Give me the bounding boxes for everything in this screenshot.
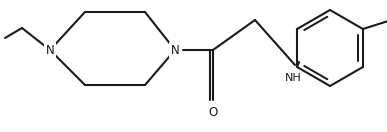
Text: N: N: [46, 44, 55, 56]
Text: NH: NH: [284, 73, 301, 83]
Text: N: N: [171, 44, 180, 56]
Text: O: O: [208, 105, 217, 119]
